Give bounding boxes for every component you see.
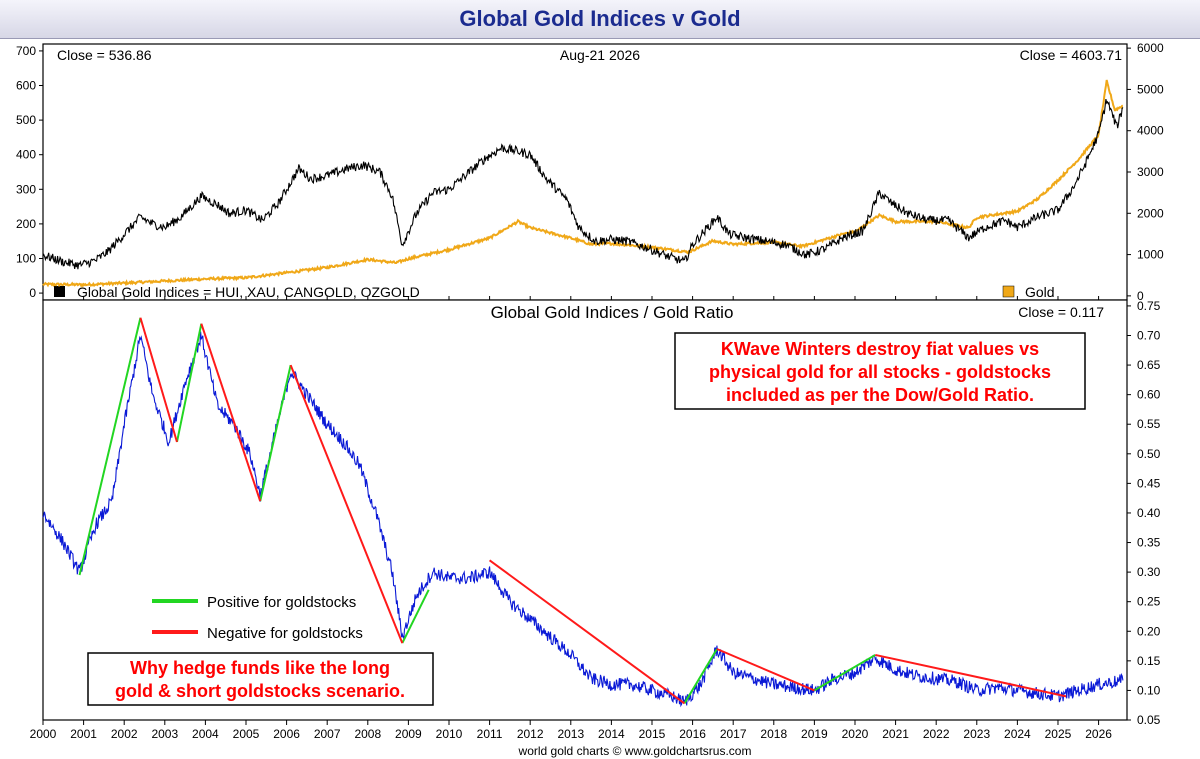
x-tick-label: 2014 <box>598 727 625 741</box>
x-tick-label: 2022 <box>923 727 950 741</box>
bottom-right-tick-label: 0.05 <box>1137 713 1161 727</box>
top-left-tick-label: 400 <box>16 148 36 162</box>
bottom-right-tick-label: 0.15 <box>1137 654 1161 668</box>
x-tick-label: 2024 <box>1004 727 1031 741</box>
bottom-right-tick-label: 0.10 <box>1137 683 1161 697</box>
annotation-top-line-2: physical gold for all stocks - goldstock… <box>709 362 1051 382</box>
top-left-tick-label: 500 <box>16 113 36 127</box>
top-close-left: Close = 536.86 <box>57 47 152 63</box>
top-left-tick-label: 700 <box>16 44 36 58</box>
top-left-tick-label: 300 <box>16 182 36 196</box>
bottom-right-tick-label: 0.25 <box>1137 595 1161 609</box>
top-left-tick-label: 0 <box>29 286 36 300</box>
x-tick-label: 2008 <box>354 727 381 741</box>
top-right-tick-label: 5000 <box>1137 82 1164 96</box>
annotation-top-line-3: included as per the Dow/Gold Ratio. <box>726 385 1034 405</box>
x-tick-label: 2018 <box>760 727 787 741</box>
indices-line <box>42 98 1124 270</box>
chart-title: Global Gold Indices v Gold <box>459 6 741 31</box>
annotation-top-line-1: KWave Winters destroy fiat values vs <box>721 339 1039 359</box>
x-tick-label: 2003 <box>151 727 178 741</box>
positive-trend-5 <box>813 654 876 692</box>
negative-trend-4 <box>716 648 815 692</box>
bottom-right-tick-label: 0.70 <box>1137 328 1161 342</box>
legend-gold-swatch <box>1002 285 1015 298</box>
annotation-bottom-line-2: gold & short goldstocks scenario. <box>115 681 405 701</box>
bottom-right-tick-label: 0.20 <box>1137 624 1161 638</box>
bottom-right-tick-label: 0.45 <box>1137 476 1161 490</box>
x-tick-label: 2023 <box>963 727 990 741</box>
bottom-right-tick-label: 0.50 <box>1137 447 1161 461</box>
x-tick-label: 2002 <box>111 727 138 741</box>
x-tick-label: 2026 <box>1085 727 1112 741</box>
x-tick-label: 2021 <box>882 727 909 741</box>
legend-positive-label: Positive for goldstocks <box>207 594 356 611</box>
x-tick-label: 2013 <box>557 727 584 741</box>
top-right-tick-label: 6000 <box>1137 41 1164 55</box>
positive-trend-4 <box>683 648 718 704</box>
bottom-right-tick-label: 0.75 <box>1137 299 1161 313</box>
gold-line <box>42 79 1124 288</box>
negative-trend-3 <box>488 559 686 705</box>
top-left-tick-label: 100 <box>16 251 36 265</box>
x-tick-label: 2025 <box>1045 727 1072 741</box>
x-tick-label: 2005 <box>233 727 260 741</box>
positive-trend-0 <box>78 317 142 576</box>
x-tick-label: 2000 <box>30 727 57 741</box>
negative-trend-0 <box>139 317 178 443</box>
top-left-tick-label: 200 <box>16 217 36 231</box>
top-right-tick-label: 4000 <box>1137 124 1164 138</box>
x-tick-label: 2020 <box>842 727 869 741</box>
bottom-panel-title: Global Gold Indices / Gold Ratio <box>491 303 734 322</box>
annotation-bottom-box <box>87 652 434 706</box>
positive-trend-3 <box>401 589 430 644</box>
negative-trend-5 <box>875 653 1067 698</box>
top-left-tick-label: 600 <box>16 79 36 93</box>
negative-trend-1 <box>200 323 262 502</box>
x-tick-label: 2006 <box>273 727 300 741</box>
positive-trend-2 <box>259 364 292 502</box>
x-tick-label: 2009 <box>395 727 422 741</box>
x-tick-label: 2019 <box>801 727 828 741</box>
title-bar: Global Gold Indices v Gold <box>0 0 1200 39</box>
legend-negative-label: Negative for goldstocks <box>207 625 363 642</box>
x-tick-label: 2017 <box>720 727 747 741</box>
bottom-right-tick-label: 0.35 <box>1137 536 1161 550</box>
x-tick-label: 2011 <box>477 727 503 741</box>
top-right-tick-label: 3000 <box>1137 165 1164 179</box>
x-tick-label: 2004 <box>192 727 219 741</box>
footer-credit: world gold charts © www.goldchartsrus.co… <box>518 744 752 758</box>
positive-trend-1 <box>175 323 203 443</box>
bottom-right-tick-label: 0.55 <box>1137 417 1161 431</box>
top-date: Aug-21 2026 <box>560 47 640 63</box>
bottom-right-tick-label: 0.30 <box>1137 565 1161 579</box>
x-tick-label: 2012 <box>517 727 544 741</box>
annotation-bottom-line-1: Why hedge funds like the long <box>130 658 390 678</box>
bottom-right-tick-label: 0.60 <box>1137 388 1161 402</box>
top-right-tick-label: 0 <box>1137 289 1144 303</box>
x-tick-label: 2015 <box>639 727 666 741</box>
top-right-tick-label: 2000 <box>1137 206 1164 220</box>
x-tick-label: 2007 <box>314 727 341 741</box>
x-tick-label: 2001 <box>70 727 97 741</box>
top-close-right: Close = 4603.71 <box>1020 47 1123 63</box>
x-tick-label: 2016 <box>679 727 706 741</box>
negative-trend-2 <box>289 364 404 644</box>
top-right-tick-label: 1000 <box>1137 248 1164 262</box>
legend-indices-swatch <box>54 286 65 297</box>
legend-indices-label: Global Gold Indices = HUI, XAU, CANGOLD,… <box>77 284 420 300</box>
bottom-right-tick-label: 0.40 <box>1137 506 1161 520</box>
top-panel <box>42 43 1128 301</box>
annotation-top-box <box>674 332 1086 410</box>
ratio-line <box>42 331 1124 708</box>
bottom-right-tick-label: 0.65 <box>1137 358 1161 372</box>
x-tick-label: 2010 <box>436 727 463 741</box>
bottom-close: Close = 0.117 <box>1018 304 1104 320</box>
legend-gold-label: Gold <box>1025 284 1055 300</box>
